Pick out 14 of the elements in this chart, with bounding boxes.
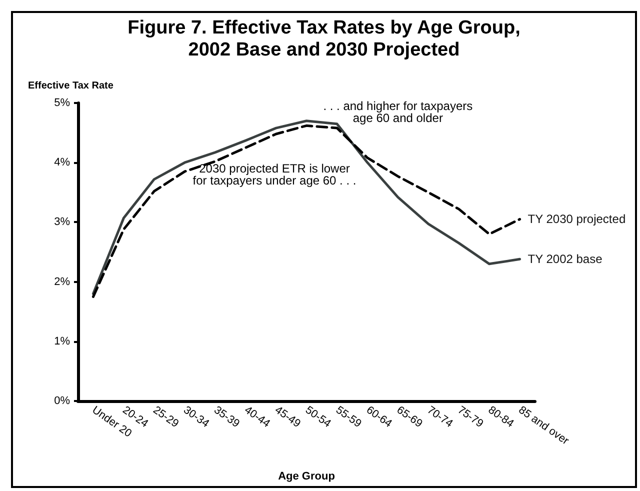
y-tick-label: 1% bbox=[54, 335, 70, 348]
x-axis-title: Age Group bbox=[278, 470, 336, 482]
annotation: . . . and higher for taxpayers age 60 and older bbox=[323, 98, 473, 125]
series-label: TY 2030 projected bbox=[528, 212, 626, 226]
y-axis-title: Effective Tax Rate bbox=[28, 80, 114, 92]
y-tick-label: 2% bbox=[54, 276, 70, 288]
y-tick-label: 5% bbox=[54, 97, 70, 109]
y-tick-label: 3% bbox=[54, 216, 70, 228]
series-label: TY 2002 base bbox=[528, 252, 603, 266]
y-tick-label: 4% bbox=[54, 156, 70, 169]
annotation: 2030 projected ETR is lower for taxpayers under age 60 . . . bbox=[192, 162, 356, 188]
y-tick-label: 0% bbox=[54, 395, 70, 407]
x-tick-label: 85 and over bbox=[516, 404, 572, 448]
chart-title: Figure 7. Effective Tax Rates by Age Group, 2002 Base and 2030 Projected bbox=[128, 18, 520, 60]
